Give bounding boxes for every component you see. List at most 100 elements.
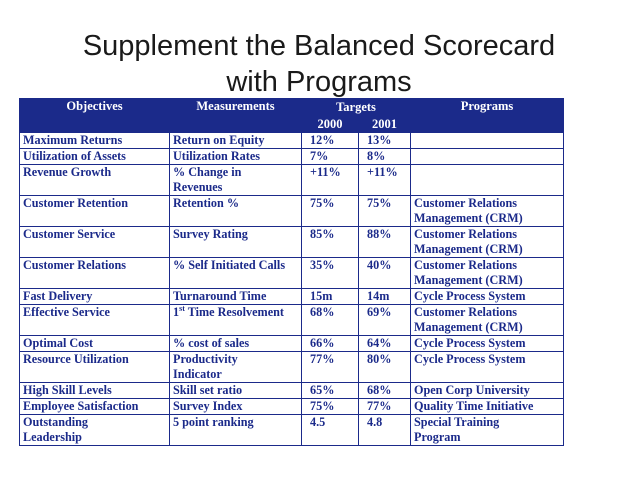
program-cell: Customer Relations Management (CRM) [410, 257, 565, 289]
slide-title-line-2: with Programs [226, 66, 412, 98]
objective-cell: Utilization of Assets [19, 148, 170, 165]
header-year-2001: 2001 [357, 115, 412, 133]
measurement-line: Return on Equity [173, 133, 265, 148]
objective-cell: Customer Service [19, 226, 170, 258]
measurement-cell: % Change in Revenues [169, 164, 302, 196]
program-line: Management (CRM) [414, 320, 523, 334]
table-row: Outstanding Leadership 5 point ranking 4.5 4… [19, 414, 565, 446]
target-2000-cell: 4.5 [301, 414, 359, 446]
measurement-cell: 5 point ranking [169, 414, 302, 446]
target-2000-cell: +11% [301, 164, 359, 196]
target-2000-cell: 12% [301, 132, 359, 149]
program-line: Customer Relations [414, 305, 518, 320]
program-cell: Customer Relations Management (CRM) [410, 304, 565, 336]
program-line: Management (CRM) [414, 273, 523, 287]
objective-cell: Optimal Cost [19, 335, 170, 352]
program-cell: Quality Time Initiative [410, 398, 565, 415]
target-2001-cell: +11% [357, 164, 412, 196]
objective-cell: Effective Service [19, 304, 170, 336]
program-cell: Cycle Process System [410, 288, 565, 305]
table-row: Customer Relations % Self Initiated Calls… [19, 257, 565, 289]
table-row: Resource Utilization Productivity Indicato… [19, 351, 565, 383]
table-row: Effective Service 1st Time Resolvement 68%… [19, 304, 565, 336]
slide-title: Supplement the Balanced Scorecard with P… [0, 28, 638, 100]
objective-line: Customer Retention [23, 196, 129, 211]
target-2000-cell: 85% [301, 226, 359, 258]
objective-line: Leadership [23, 430, 82, 444]
objective-line: Employee Satisfaction [23, 399, 139, 414]
measurement-cell: % cost of sales [169, 335, 302, 352]
measurement-cell: Turnaround Time [169, 288, 302, 305]
table-row: Customer Service Survey Rating 85% 88% Custo… [19, 226, 565, 258]
measurement-line: % cost of sales [173, 336, 250, 351]
measurement-line: 5 point ranking [173, 415, 254, 430]
measurement-line: % Change in [173, 165, 242, 180]
table-row: High Skill Levels Skill set ratio 65% 68% Op… [19, 382, 565, 399]
program-line: Program [414, 430, 461, 444]
target-2000-cell: 75% [301, 398, 359, 415]
table-row: Optimal Cost % cost of sales 66% 64% Cycle P… [19, 335, 565, 352]
program-line: Management (CRM) [414, 242, 523, 256]
target-2001-cell: 64% [357, 335, 412, 352]
target-2001-cell: 8% [357, 148, 412, 165]
program-cell: Cycle Process System [410, 335, 565, 352]
table-row: Customer Retention Retention % 75% 75% Custo… [19, 195, 565, 227]
measurement-cell: Return on Equity [169, 132, 302, 149]
objective-cell: Outstanding Leadership [19, 414, 170, 446]
objective-line: Optimal Cost [23, 336, 94, 351]
measurement-cell: 1st Time Resolvement [169, 304, 302, 336]
measurement-cell: Utilization Rates [169, 148, 302, 165]
table-row: Revenue Growth% Change in Revenues +11% +11… [19, 164, 565, 196]
program-line: Quality Time Initiative [414, 399, 534, 414]
objective-cell: Customer Retention [19, 195, 170, 227]
target-2001-cell: 68% [357, 382, 412, 399]
measurement-line: 1st Time Resolvement [173, 304, 284, 320]
table-subheader-row: 2000 2001 [20, 115, 564, 133]
program-cell: Cycle Process System [410, 351, 565, 383]
balanced-scorecard-table: Objectives Measurements Targets Programs… [19, 98, 565, 446]
program-line: Open Corp University [414, 383, 530, 398]
target-2000-cell: 35% [301, 257, 359, 289]
measurement-line: % Self Initiated Calls [173, 258, 286, 273]
target-2001-cell: 88% [357, 226, 412, 258]
program-line: Customer Relations [414, 227, 518, 242]
target-2001-cell: 40% [357, 257, 412, 289]
objective-line: High Skill Levels [23, 383, 112, 398]
measurement-cell: Productivity Indicator [169, 351, 302, 383]
header-programs: Programs [410, 98, 565, 133]
objective-line: Utilization of Assets [23, 149, 126, 164]
objective-line: Customer Service [23, 227, 116, 242]
objective-cell: Fast Delivery [19, 288, 170, 305]
objective-line: Revenue Growth [23, 165, 112, 180]
measurement-line: Indicator [173, 367, 222, 381]
table-row: Utilization of Assets Utilization Rates 7%… [19, 148, 565, 165]
objective-line: Effective Service [23, 305, 110, 320]
target-2000-cell: 66% [301, 335, 359, 352]
measurement-line: Survey Rating [173, 227, 248, 242]
header-objectives: Objectives [19, 98, 170, 133]
target-2000-cell: 15m [301, 288, 359, 305]
measurement-cell: % Self Initiated Calls [169, 257, 302, 289]
measurement-cell: Survey Index [169, 398, 302, 415]
objective-line: Resource Utilization [23, 352, 129, 367]
program-cell [410, 164, 565, 196]
objective-line: Fast Delivery [23, 289, 93, 304]
target-2001-cell: 13% [357, 132, 412, 149]
target-2000-cell: 75% [301, 195, 359, 227]
program-cell: Special Training Program [410, 414, 565, 446]
program-cell [410, 132, 565, 149]
program-line: Cycle Process System [414, 352, 526, 367]
measurement-line: Turnaround Time [173, 289, 267, 304]
target-2001-cell: 80% [357, 351, 412, 383]
objective-line: Maximum Returns [23, 133, 123, 148]
measurement-line: Survey Index [173, 399, 243, 414]
target-2001-cell: 4.8 [357, 414, 412, 446]
target-2000-cell: 65% [301, 382, 359, 399]
slide-title-line-1: Supplement the Balanced Scorecard [82, 30, 556, 62]
measurement-cell: Retention % [169, 195, 302, 227]
program-cell: Customer Relations Management (CRM) [410, 195, 565, 227]
target-2000-cell: 77% [301, 351, 359, 383]
target-2001-cell: 75% [357, 195, 412, 227]
table-row: Employee Satisfaction Survey Index 75% 77% Q… [19, 398, 565, 415]
measurement-cell: Survey Rating [169, 226, 302, 258]
